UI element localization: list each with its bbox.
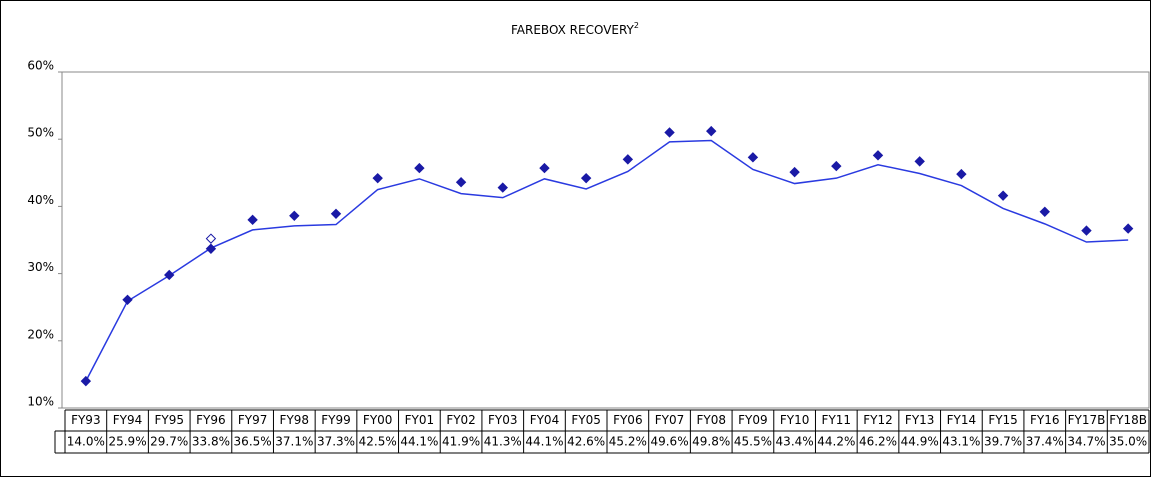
chart-title: FAREBOX RECOVERY2	[511, 21, 639, 37]
y-tick-label: 10%	[27, 395, 54, 409]
x-tick-label: FY18B	[1109, 413, 1147, 427]
diamond-marker	[664, 127, 675, 138]
x-tick-label: FY96	[196, 413, 226, 427]
x-tick-label: FY11	[822, 413, 852, 427]
table-value: 49.8%	[692, 435, 730, 449]
table-value: 42.5%	[359, 435, 397, 449]
diamond-marker	[122, 294, 133, 306]
table-value: 43.1%	[942, 435, 980, 449]
diamond-marker	[831, 160, 842, 172]
y-tick-label: 40%	[27, 193, 54, 207]
diamond-marker	[330, 208, 342, 219]
table-value: 45.2%	[609, 435, 647, 449]
table-value: 25.9%	[108, 435, 146, 449]
table-value: 39.7%	[984, 435, 1022, 449]
diamond-marker	[1039, 206, 1050, 217]
table-value: 37.3%	[317, 435, 355, 449]
y-tick-label: 20%	[27, 327, 54, 341]
table-value: 14.0%	[67, 435, 105, 449]
diamond-marker	[414, 162, 425, 174]
diamond-marker	[205, 243, 217, 254]
table-value: 33.8%	[192, 435, 230, 449]
x-tick-label: FY10	[780, 413, 810, 427]
diamond-marker	[205, 233, 217, 244]
title-superscript: 2	[634, 21, 639, 30]
diamond-marker	[1081, 225, 1092, 236]
table-value: 43.4%	[776, 435, 814, 449]
x-tick-label: FY97	[238, 413, 268, 427]
table-value: 46.2%	[859, 435, 897, 449]
x-tick-label: FY17B	[1068, 413, 1106, 427]
x-tick-label: FY95	[154, 413, 184, 427]
diamond-marker	[872, 150, 884, 161]
y-tick-label: 50%	[27, 126, 54, 140]
x-tick-label: FY93	[71, 413, 101, 427]
x-tick-label: FY01	[405, 413, 435, 427]
diamond-marker	[914, 156, 925, 167]
table-value: 44.2%	[817, 435, 855, 449]
diamond-marker	[247, 214, 258, 226]
table-value: 37.4%	[1026, 435, 1064, 449]
table-value: 41.9%	[442, 435, 480, 449]
diamond-marker	[956, 168, 967, 180]
x-tick-label: FY98	[280, 413, 310, 427]
diamond-marker	[164, 269, 175, 281]
table-value: 42.6%	[567, 435, 605, 449]
diamond-marker	[497, 182, 508, 193]
x-tick-label: FY99	[321, 413, 351, 427]
diamond-marker	[80, 375, 92, 387]
table-value: 41.3%	[484, 435, 522, 449]
y-tick-label: 30%	[27, 260, 54, 274]
diamond-marker	[455, 177, 467, 188]
x-tick-label: FY08	[696, 413, 726, 427]
table-value: 36.5%	[234, 435, 272, 449]
x-tick-label: FY03	[488, 413, 518, 427]
x-tick-label: FY12	[863, 413, 893, 427]
series-line	[85, 139, 1129, 382]
x-tick-label: FY16	[1030, 413, 1060, 427]
x-tick-label: FY15	[988, 413, 1018, 427]
diamond-marker	[1122, 223, 1134, 234]
table-value: 44.1%	[525, 435, 563, 449]
diamond-marker	[539, 162, 550, 174]
x-tick-label: FY06	[613, 413, 643, 427]
x-tick-label: FY07	[655, 413, 685, 427]
x-tick-label: FY04	[530, 413, 560, 427]
table-value: 45.5%	[734, 435, 772, 449]
diamond-marker	[580, 172, 592, 184]
table-value: 35.0%	[1109, 435, 1147, 449]
diamond-marker	[747, 152, 759, 163]
y-tick-label: 60%	[27, 59, 54, 73]
diamond-marker	[997, 190, 1009, 201]
diamond-marker	[706, 125, 717, 137]
table-value: 49.6%	[650, 435, 688, 449]
x-tick-label: FY00	[363, 413, 393, 427]
diamond-marker	[372, 172, 383, 184]
x-tick-label: FY05	[571, 413, 601, 427]
diamond-marker	[789, 166, 800, 178]
table-value: 44.9%	[901, 435, 939, 449]
x-tick-label: FY14	[947, 413, 977, 427]
plot-area	[61, 71, 1150, 409]
diamond-marker	[622, 154, 634, 165]
x-tick-label: FY13	[905, 413, 935, 427]
x-tick-label: FY02	[446, 413, 476, 427]
table-value: 29.7%	[150, 435, 188, 449]
table-value: 44.1%	[400, 435, 438, 449]
x-tick-label: FY94	[113, 413, 143, 427]
table-value: 37.1%	[275, 435, 313, 449]
diamond-marker	[289, 210, 300, 222]
title-text: FAREBOX RECOVERY	[511, 23, 635, 37]
table-value: 34.7%	[1067, 435, 1105, 449]
x-tick-label: FY09	[738, 413, 768, 427]
